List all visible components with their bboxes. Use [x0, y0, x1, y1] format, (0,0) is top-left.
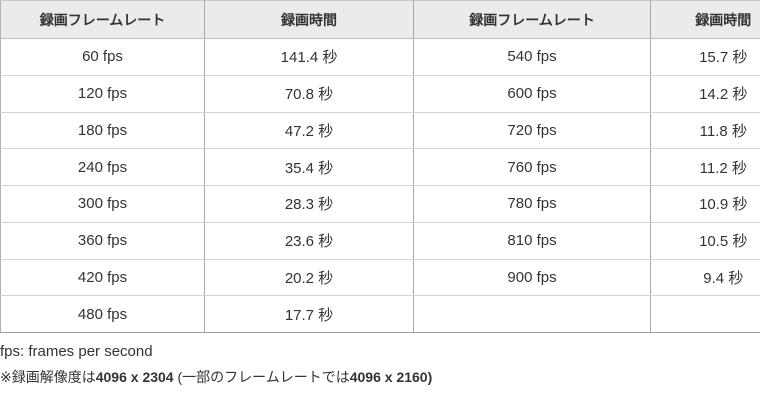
column-header-1: 録画時間: [204, 0, 414, 39]
table-cell: [413, 295, 651, 333]
table-cell: 28.3 秒: [204, 185, 414, 223]
table-row: 120 fps 70.8 秒 600 fps 14.2 秒: [0, 75, 760, 113]
table-cell: 20.2 秒: [204, 259, 414, 297]
table-cell: 760 fps: [413, 148, 651, 186]
footnote-resolution-segment: 4096 x 2304: [95, 369, 174, 385]
table-cell: [650, 295, 760, 333]
table-cell: 35.4 秒: [204, 148, 414, 186]
table-cell: 420 fps: [0, 259, 205, 297]
table-header: 録画フレームレート 録画時間 録画フレームレート 録画時間: [0, 0, 760, 39]
footnote-fps-definition: fps: frames per second: [0, 343, 153, 360]
header-row: 録画フレームレート 録画時間 録画フレームレート 録画時間: [0, 0, 760, 39]
table-cell: 780 fps: [413, 185, 651, 223]
table-row: 60 fps 141.4 秒 540 fps 15.7 秒: [0, 38, 760, 76]
column-header-2: 録画フレームレート: [413, 0, 651, 39]
table-cell: 15.7 秒: [650, 38, 760, 76]
table-cell: 9.4 秒: [650, 259, 760, 297]
table-cell: 11.2 秒: [650, 148, 760, 186]
table-cell: 14.2 秒: [650, 75, 760, 113]
table-cell: 900 fps: [413, 259, 651, 297]
footnote-resolution-segment: ※録画解像度は: [0, 369, 96, 385]
table-row: 300 fps 28.3 秒 780 fps 10.9 秒: [0, 185, 760, 223]
table-cell: 70.8 秒: [204, 75, 414, 113]
table-cell: 10.9 秒: [650, 185, 760, 223]
footnote-resolution: ※録画解像度は4096 x 2304 (一部のフレームレートでは4096 x 2…: [0, 367, 760, 387]
table-cell: 360 fps: [0, 222, 205, 260]
table-cell: 540 fps: [413, 38, 651, 76]
table-cell: 480 fps: [0, 295, 205, 333]
column-header-3: 録画時間: [650, 0, 760, 39]
footnote-resolution-segment: (一部のフレームレートでは: [173, 369, 350, 385]
table-cell: 141.4 秒: [204, 38, 414, 76]
table-cell: 23.6 秒: [204, 222, 414, 260]
table-cell: 720 fps: [413, 112, 651, 150]
table-cell: 600 fps: [413, 75, 651, 113]
table-cell: 17.7 秒: [204, 295, 414, 333]
table-cell: 240 fps: [0, 148, 205, 186]
table-cell: 810 fps: [413, 222, 651, 260]
column-header-0: 録画フレームレート: [0, 0, 205, 39]
table-cell: 180 fps: [0, 112, 205, 150]
table-cell: 60 fps: [0, 38, 205, 76]
table-cell: 120 fps: [0, 75, 205, 113]
footnote-resolution-segment: 4096 x 2160): [349, 369, 433, 385]
table-row: 360 fps 23.6 秒 810 fps 10.5 秒: [0, 222, 760, 260]
table-cell: 47.2 秒: [204, 112, 414, 150]
table-cell: 10.5 秒: [650, 222, 760, 260]
table-row: 180 fps 47.2 秒 720 fps 11.8 秒: [0, 112, 760, 150]
recording-time-table: 録画フレームレート 録画時間 録画フレームレート 録画時間 60 fps 141.4 秒…: [0, 0, 760, 333]
table-row: 420 fps 20.2 秒 900 fps 9.4 秒: [0, 259, 760, 297]
table-row: 240 fps 35.4 秒 760 fps 11.2 秒: [0, 148, 760, 186]
table-cell: 300 fps: [0, 185, 205, 223]
table-row: 480 fps 17.7 秒: [0, 295, 760, 333]
table-cell: 11.8 秒: [650, 112, 760, 150]
